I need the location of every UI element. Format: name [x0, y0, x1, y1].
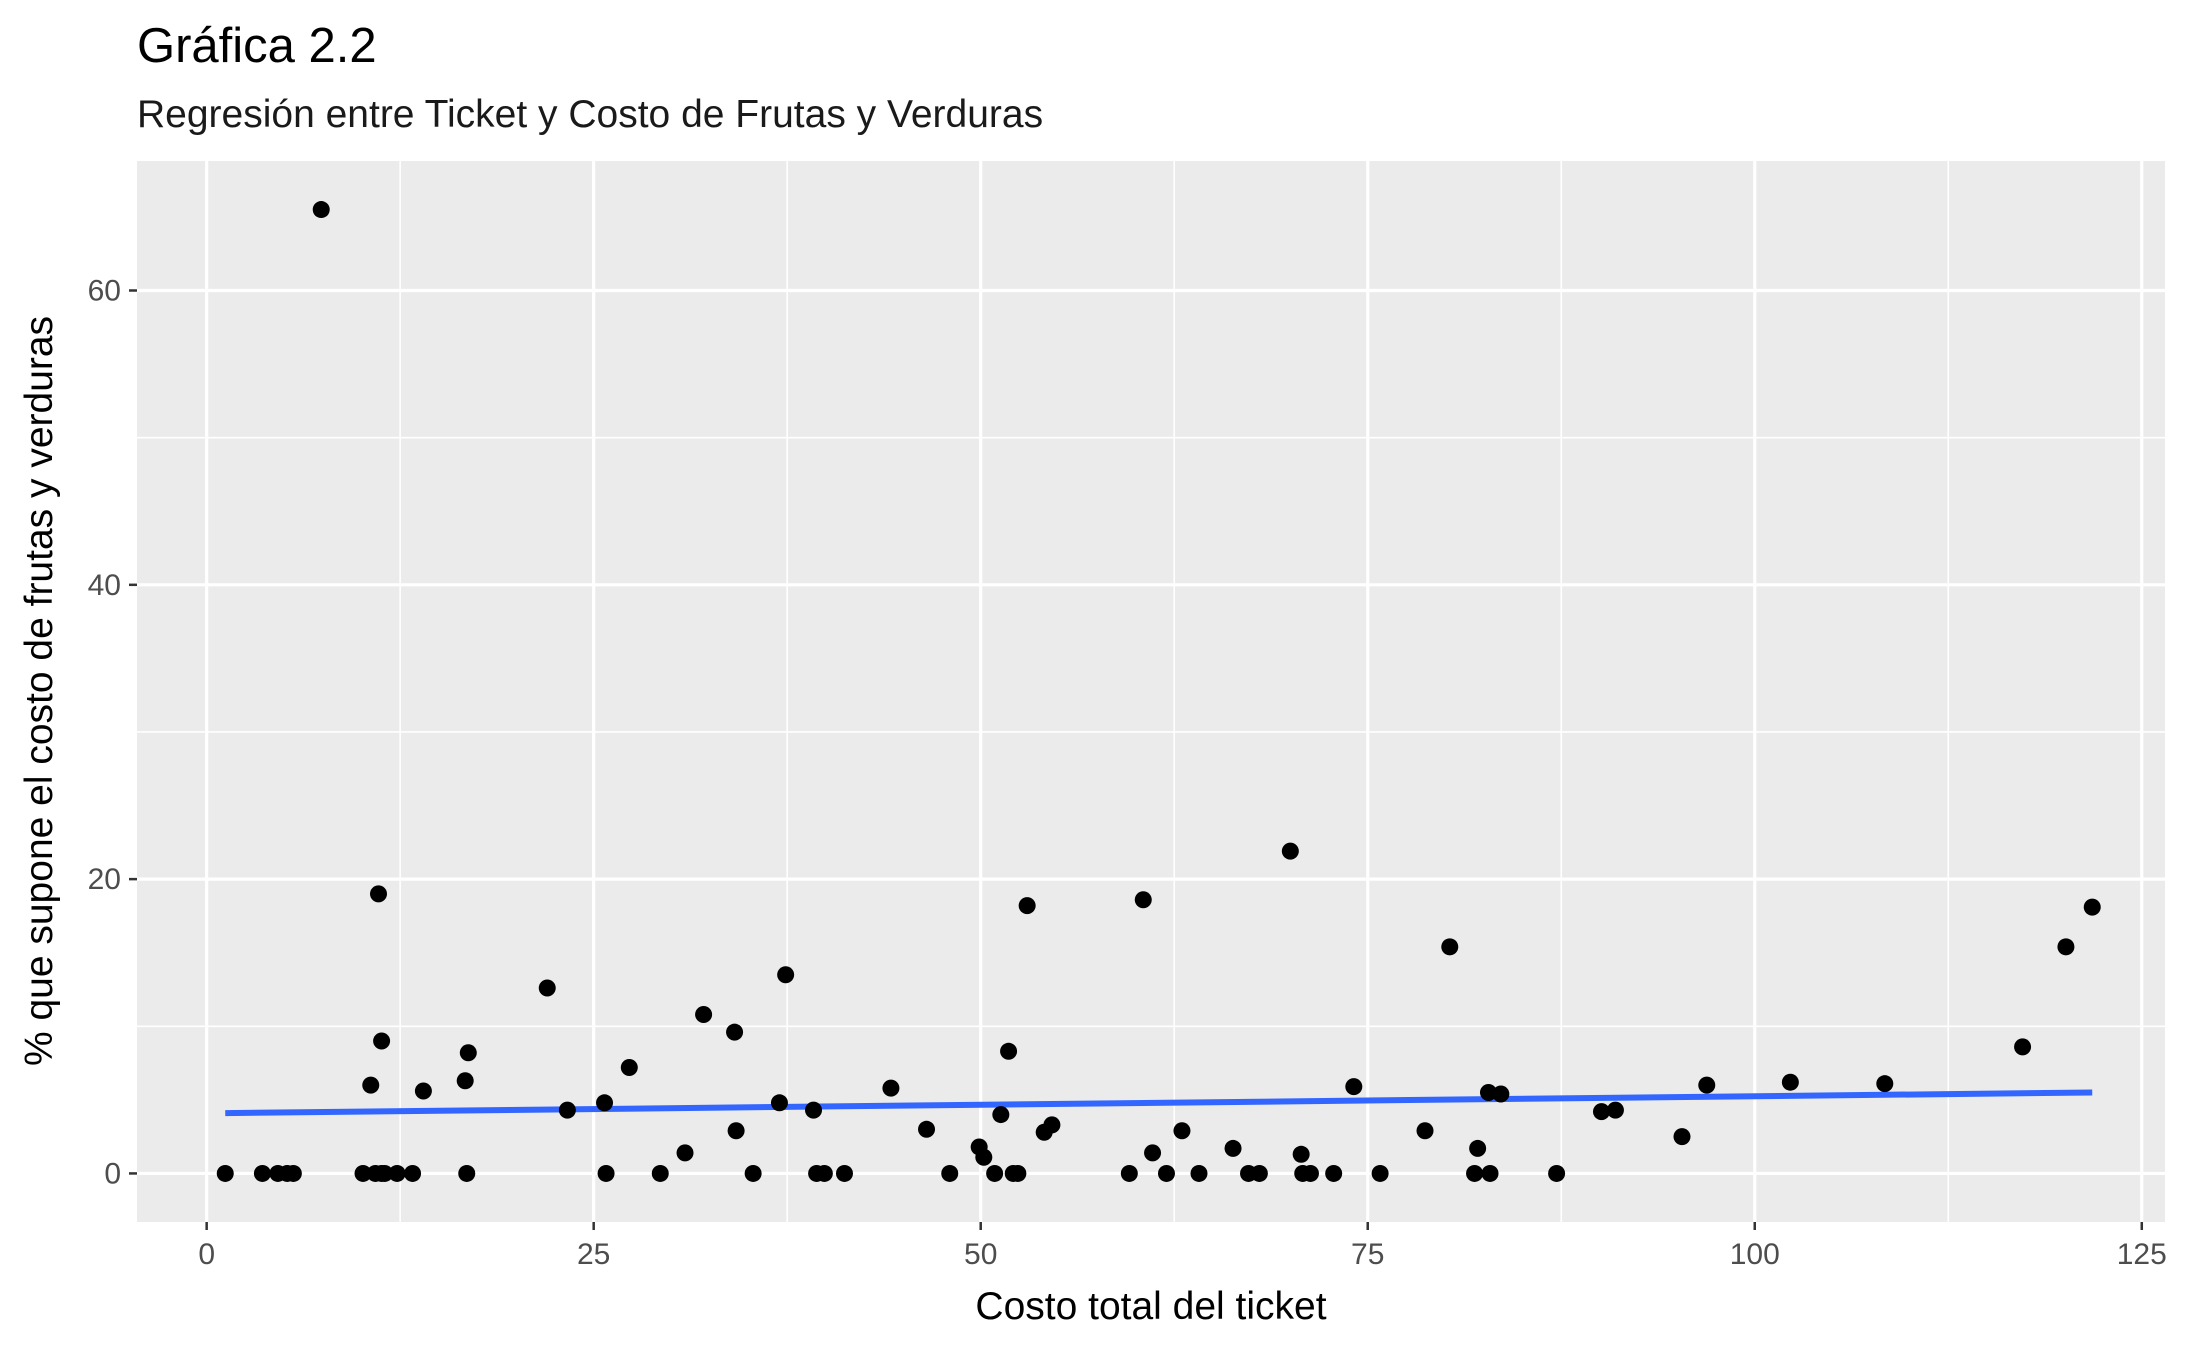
data-point — [456, 1072, 474, 1090]
data-point — [597, 1164, 615, 1182]
data-point — [695, 1006, 713, 1024]
y-tick-label: 0 — [104, 1157, 121, 1190]
data-point — [1325, 1164, 1343, 1182]
x-axis: 0 25 50 75 100 125 — [198, 1222, 2167, 1271]
data-point — [1144, 1144, 1162, 1162]
data-point — [284, 1164, 302, 1182]
data-point — [1416, 1122, 1434, 1140]
data-point — [651, 1164, 669, 1182]
data-point — [1548, 1164, 1566, 1182]
data-point — [1371, 1164, 1389, 1182]
x-tick-label: 25 — [577, 1238, 610, 1271]
data-point — [2014, 1038, 2032, 1056]
data-point — [1134, 891, 1152, 909]
data-point — [459, 1044, 477, 1062]
data-point — [1043, 1116, 1061, 1134]
data-point — [1492, 1085, 1510, 1103]
data-point — [835, 1164, 853, 1182]
y-axis-title: % que supone el costo de frutas y verdur… — [18, 316, 61, 1066]
major-gridlines — [137, 161, 2165, 1222]
data-point — [918, 1120, 936, 1138]
data-point — [777, 966, 795, 984]
data-point — [1292, 1145, 1310, 1163]
data-point — [376, 1164, 394, 1182]
data-point — [253, 1164, 271, 1182]
data-point — [770, 1094, 788, 1112]
data-point — [1441, 938, 1459, 956]
data-point — [1698, 1076, 1716, 1094]
data-point — [1018, 897, 1036, 915]
data-point — [1469, 1139, 1487, 1157]
data-point — [992, 1106, 1010, 1124]
data-point — [805, 1101, 823, 1119]
data-point — [1120, 1164, 1138, 1182]
data-point — [941, 1164, 959, 1182]
x-tick-label: 125 — [2117, 1238, 2167, 1271]
data-point — [1301, 1164, 1319, 1182]
plot-panel — [137, 161, 2165, 1222]
data-point — [726, 1023, 744, 1041]
data-point — [1466, 1164, 1484, 1182]
x-tick-label: 75 — [1351, 1238, 1384, 1271]
data-point — [312, 201, 330, 219]
data-point — [882, 1079, 900, 1097]
data-point — [815, 1164, 833, 1182]
data-point — [1481, 1164, 1499, 1182]
data-point — [216, 1164, 234, 1182]
chart-title: Gráfica 2.2 — [137, 19, 377, 73]
data-point — [558, 1101, 576, 1119]
data-points — [216, 201, 2101, 1182]
data-point — [1592, 1103, 1610, 1121]
data-point — [538, 979, 556, 997]
chart-subtitle: Regresión entre Ticket y Costo de Frutas… — [137, 93, 1043, 136]
data-point — [986, 1164, 1004, 1182]
y-axis: 0 20 40 60 — [88, 274, 137, 1190]
x-tick-label: 100 — [1730, 1238, 1780, 1271]
data-point — [373, 1032, 391, 1050]
data-point — [1606, 1101, 1624, 1119]
data-point — [1479, 1084, 1497, 1102]
data-point — [744, 1164, 762, 1182]
data-point — [1345, 1078, 1363, 1096]
data-point — [362, 1076, 380, 1094]
data-point — [1173, 1122, 1191, 1140]
data-point — [727, 1122, 745, 1140]
data-point — [1009, 1164, 1027, 1182]
data-point — [1190, 1164, 1208, 1182]
data-point — [1224, 1139, 1242, 1157]
data-point — [975, 1148, 993, 1166]
data-point — [1250, 1164, 1268, 1182]
data-point — [1157, 1164, 1175, 1182]
data-point — [620, 1058, 638, 1076]
x-tick-label: 0 — [198, 1238, 215, 1271]
data-point — [1781, 1073, 1799, 1091]
data-point — [388, 1164, 406, 1182]
data-point — [2083, 898, 2101, 916]
regression-line — [225, 1089, 2093, 1117]
data-point — [1673, 1128, 1691, 1146]
data-point — [1281, 842, 1299, 860]
data-point — [676, 1144, 694, 1162]
y-tick-label: 40 — [88, 569, 121, 602]
data-point — [354, 1164, 372, 1182]
x-axis-title: Costo total del ticket — [975, 1285, 1326, 1328]
y-tick-label: 20 — [88, 863, 121, 896]
data-point — [370, 885, 388, 903]
regression-line-group — [225, 1089, 2093, 1117]
data-point — [458, 1164, 476, 1182]
data-point — [596, 1094, 614, 1112]
minor-gridlines — [137, 161, 2165, 1222]
data-point — [1000, 1042, 1018, 1060]
data-point — [414, 1082, 432, 1100]
x-tick-label: 50 — [964, 1238, 997, 1271]
y-tick-label: 60 — [88, 274, 121, 307]
data-point — [1876, 1075, 1894, 1093]
data-point — [404, 1164, 422, 1182]
data-point — [2057, 938, 2075, 956]
